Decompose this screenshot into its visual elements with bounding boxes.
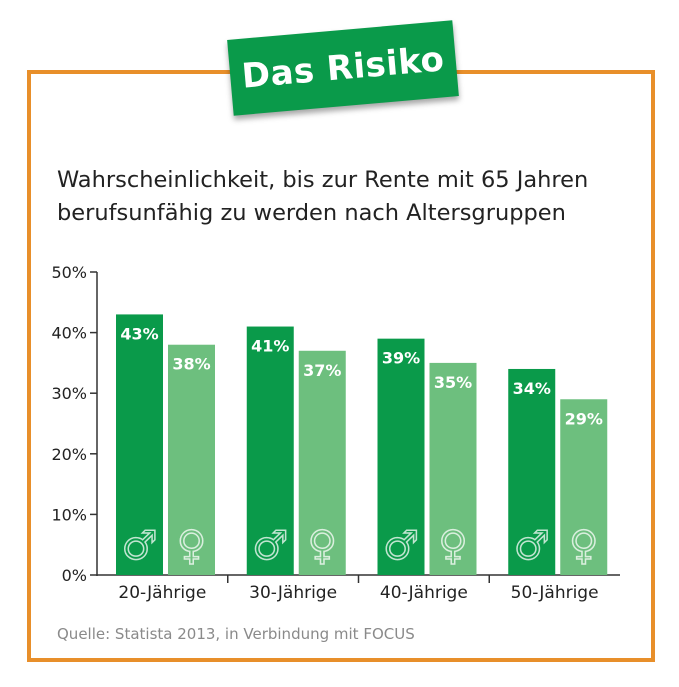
male-symbol-icon: ♂ — [122, 523, 158, 569]
x-category-label: 30-Jährige — [249, 583, 337, 603]
data-label: 35% — [434, 373, 472, 392]
male-symbol-icon: ♂ — [383, 523, 419, 569]
x-category-label: 50-Jährige — [511, 583, 599, 603]
y-tick-label: 50% — [51, 263, 87, 282]
bar-male-2 — [246, 326, 294, 575]
x-category-label: 20-Jährige — [118, 583, 206, 603]
bar-male-4 — [508, 368, 556, 575]
y-tick-label: 20% — [51, 445, 87, 464]
source-note: Quelle: Statista 2013, in Verbindung mit… — [57, 625, 415, 643]
y-tick-label: 10% — [51, 505, 87, 524]
y-tick-label: 40% — [51, 324, 87, 343]
bar-male-3 — [377, 338, 425, 575]
female-symbol-icon: ♀ — [569, 523, 598, 569]
bar-female-1 — [168, 344, 215, 575]
subtitle-line-2: berufsunfähig zu werden nach Altersgrupp… — [57, 200, 566, 226]
data-label: 34% — [513, 379, 551, 398]
male-symbol-icon: ♂ — [252, 523, 288, 569]
male-symbol-icon: ♂ — [514, 523, 550, 569]
bar-male-1 — [116, 314, 163, 575]
data-label: 41% — [251, 337, 289, 356]
y-tick-label: 30% — [51, 384, 87, 403]
y-tick-label: 0% — [62, 566, 87, 585]
bar-female-2 — [298, 350, 346, 575]
x-category-label: 40-Jährige — [380, 583, 468, 603]
subtitle-line-1: Wahrscheinlichkeit, bis zur Rente mit 65… — [57, 167, 589, 193]
data-label: 37% — [303, 361, 341, 380]
bar-female-4 — [560, 399, 608, 575]
female-symbol-icon: ♀ — [308, 523, 337, 569]
data-label: 43% — [120, 324, 158, 343]
data-label: 29% — [565, 409, 603, 428]
data-label: 39% — [382, 349, 420, 368]
bar-female-3 — [429, 362, 477, 575]
female-symbol-icon: ♀ — [177, 523, 206, 569]
data-label: 38% — [172, 355, 210, 374]
female-symbol-icon: ♀ — [438, 523, 467, 569]
chart-subtitle: Wahrscheinlichkeit, bis zur Rente mit 65… — [57, 164, 637, 230]
